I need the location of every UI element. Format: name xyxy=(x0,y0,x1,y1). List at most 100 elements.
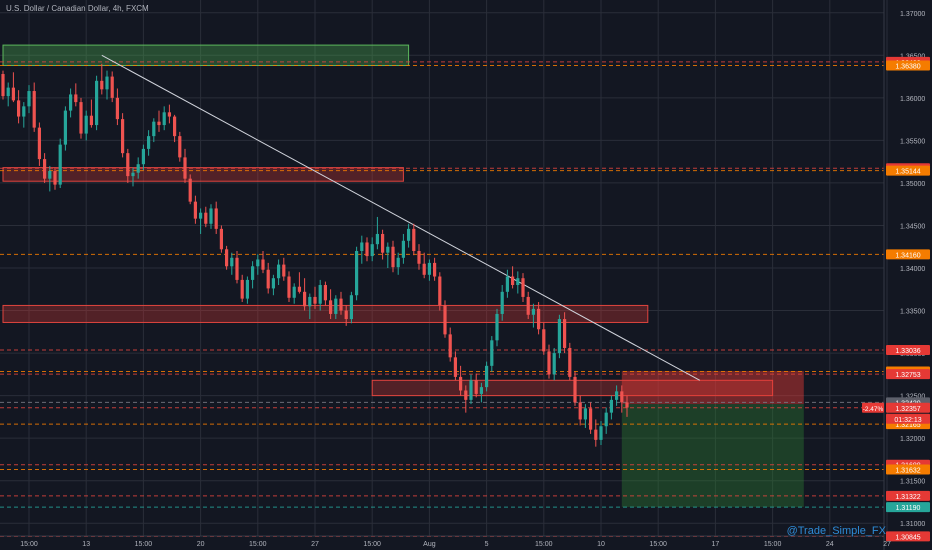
candle-body xyxy=(474,380,478,394)
candle-body xyxy=(526,296,530,315)
price-tag-label: 1.35144 xyxy=(895,169,920,176)
candle-body xyxy=(32,91,36,128)
candle-body xyxy=(386,246,390,253)
candle-body xyxy=(27,91,31,107)
price-tick-label: 1.31000 xyxy=(900,521,925,528)
time-tick-label: 15:00 xyxy=(764,541,782,548)
candle-body xyxy=(438,276,442,306)
candle-body xyxy=(121,119,125,154)
candle-body xyxy=(167,112,171,117)
candle-body xyxy=(157,121,161,126)
price-tag-label: 1.30845 xyxy=(895,534,920,541)
candle-body xyxy=(126,153,130,177)
price-tag-label: 1.32165 xyxy=(895,422,920,429)
candle-body xyxy=(594,429,598,440)
time-tick-label: 15:00 xyxy=(135,541,153,548)
candle-body xyxy=(308,296,312,307)
candle-body xyxy=(407,228,411,241)
candle-body xyxy=(204,212,208,224)
price-tick-label: 1.37000 xyxy=(900,11,925,18)
candle-body xyxy=(355,250,359,296)
time-tick-label: 17 xyxy=(712,541,720,548)
trendline-segment[interactable] xyxy=(101,54,701,381)
candle-body xyxy=(500,291,504,314)
price-tag-label: 1.31190 xyxy=(896,505,921,512)
candle-body xyxy=(214,208,218,229)
candle-body xyxy=(256,259,260,267)
trendline[interactable] xyxy=(101,54,701,381)
candle-body xyxy=(552,353,556,375)
candle-body xyxy=(303,291,307,307)
symbol-title: U.S. Dollar / Canadian Dollar, 4h, FXCM xyxy=(6,4,149,13)
candle-body xyxy=(568,347,572,377)
price-tick-label: 1.31500 xyxy=(900,479,925,486)
price-tick-label: 1.33500 xyxy=(900,309,925,316)
price-axis[interactable]: 1.37000 1.36500 1.36000 1.35500 1.35000 1.345… xyxy=(862,0,930,550)
candle-body xyxy=(100,80,104,90)
candle-body xyxy=(292,286,296,298)
candle-body xyxy=(48,171,52,179)
candle-body xyxy=(282,264,286,277)
time-tick-label: 27 xyxy=(311,541,319,548)
candle-body xyxy=(448,334,452,358)
candle-body xyxy=(349,295,353,320)
price-tag-label: 1.32357 xyxy=(895,406,920,413)
candle-body xyxy=(152,121,156,137)
candle-body xyxy=(375,233,379,245)
candle-body xyxy=(53,171,57,185)
price-tag-label: 1.36380 xyxy=(895,64,920,71)
time-tick-label: Aug xyxy=(423,541,436,548)
price-tick-label: 1.36500 xyxy=(900,53,925,60)
candle-body xyxy=(79,102,83,134)
price-tag-box xyxy=(886,531,930,542)
candle-body xyxy=(521,278,525,297)
price-tag-box xyxy=(886,249,930,260)
price-tag-box xyxy=(886,165,930,176)
price-tick-label: 1.36000 xyxy=(900,96,925,103)
candle-body xyxy=(22,106,26,117)
candle-body xyxy=(495,313,499,341)
price-tag-label: 1.34160 xyxy=(895,252,920,259)
candle-body xyxy=(604,412,608,427)
time-tick-label: 15:00 xyxy=(249,541,267,548)
candle-body xyxy=(183,157,187,179)
candle-body xyxy=(453,357,457,377)
time-tick-label: 13 xyxy=(82,541,90,548)
candle-body xyxy=(266,269,270,289)
candle-body xyxy=(240,279,244,299)
candle-body xyxy=(401,240,405,258)
candle-body xyxy=(505,276,509,292)
candle-body xyxy=(516,278,520,286)
candle-body xyxy=(69,94,73,111)
price-tag-box xyxy=(886,60,930,71)
candle-body xyxy=(105,76,109,90)
candle-body xyxy=(245,279,249,299)
candle-body xyxy=(1,74,5,97)
price-tag-box xyxy=(886,369,930,380)
candle-body xyxy=(287,276,291,298)
candle-body xyxy=(147,136,151,149)
candle-body xyxy=(381,233,385,253)
candle-body xyxy=(251,266,255,280)
candle-body xyxy=(469,380,473,400)
candle-body xyxy=(344,310,348,320)
candle-body xyxy=(459,376,463,391)
candle-body xyxy=(578,402,582,420)
time-tick-label: 27 xyxy=(883,541,891,548)
candle-body xyxy=(339,298,343,311)
price-tick-label: 1.35500 xyxy=(900,138,925,145)
candle-body xyxy=(547,351,551,375)
candle-body xyxy=(485,365,489,388)
candle-body xyxy=(511,276,515,286)
candle-body xyxy=(162,112,166,126)
price-tag-box xyxy=(886,345,930,356)
candle-body xyxy=(537,308,541,330)
candle-body xyxy=(37,127,41,160)
candle-body xyxy=(95,80,99,126)
time-axis[interactable]: 15:00 13 15:00 20 15:00 27 15:00 Aug 5 15:00 10 15:… xyxy=(0,535,891,548)
candle-body xyxy=(110,76,114,98)
candle-body xyxy=(173,116,177,137)
zone-resistance xyxy=(2,304,649,323)
candle-body xyxy=(334,298,338,314)
